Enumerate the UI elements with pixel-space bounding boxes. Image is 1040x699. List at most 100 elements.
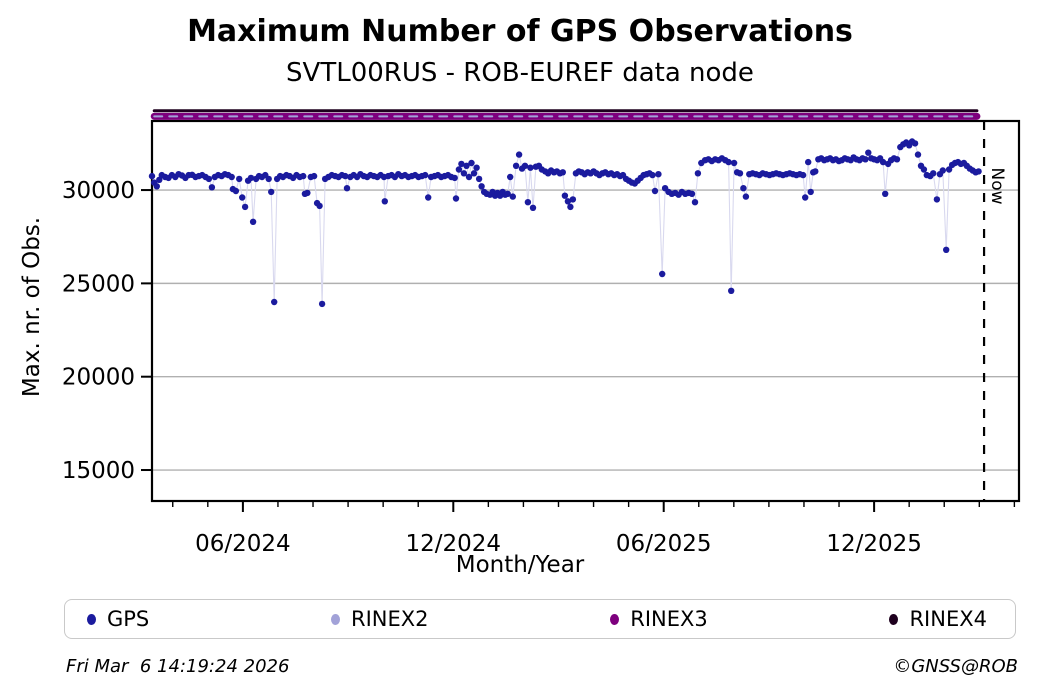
data-point <box>812 168 819 175</box>
data-point <box>452 195 460 202</box>
data-point <box>468 159 475 167</box>
series-points-gps <box>148 138 982 308</box>
data-point <box>742 193 750 200</box>
data-point <box>882 190 889 197</box>
data-point <box>241 203 249 211</box>
data-point <box>728 287 735 294</box>
data-point <box>228 173 235 181</box>
data-point <box>148 172 156 180</box>
data-point <box>381 198 388 205</box>
data-point <box>527 164 534 171</box>
legend-marker-rinex2 <box>331 613 340 625</box>
now-label: Now <box>987 167 1007 204</box>
data-point <box>271 298 278 306</box>
data-point <box>914 151 922 158</box>
legend-item-rinex2: RINEX2 <box>331 607 429 631</box>
x-tick-label: 06/2025 <box>616 531 712 557</box>
data-point <box>691 199 699 206</box>
data-point <box>342 172 349 180</box>
data-point <box>268 188 275 196</box>
data-point <box>153 183 160 190</box>
data-point <box>507 173 514 181</box>
data-point <box>304 189 311 197</box>
data-point <box>236 175 243 183</box>
chart-title: Maximum Number of GPS Observations <box>187 14 853 49</box>
data-point <box>208 184 216 191</box>
data-point <box>688 190 696 197</box>
legend-marker-rinex4 <box>889 613 899 625</box>
data-point <box>247 174 255 182</box>
x-tick-label: 12/2024 <box>406 531 502 557</box>
legend-marker-gps <box>87 613 96 625</box>
data-point <box>567 203 574 211</box>
data-point <box>455 166 463 173</box>
data-point <box>310 172 318 180</box>
data-point <box>470 170 478 177</box>
data-point <box>521 162 529 169</box>
y-tick-label: 25000 <box>62 271 135 297</box>
data-point <box>725 158 732 166</box>
x-tick-label: 06/2024 <box>195 531 291 557</box>
legend-item-gps: GPS <box>87 607 149 631</box>
legend-label: RINEX2 <box>351 607 429 631</box>
data-point <box>232 187 240 195</box>
data-point <box>422 171 429 179</box>
data-point <box>509 193 516 200</box>
data-point <box>943 246 950 253</box>
data-point <box>564 198 572 205</box>
data-point <box>465 173 473 181</box>
data-point <box>559 169 566 176</box>
data-point <box>504 190 511 197</box>
data-point <box>249 218 257 225</box>
data-point <box>318 300 326 308</box>
data-point <box>807 188 814 196</box>
data-point <box>561 192 569 199</box>
data-point <box>975 168 982 175</box>
x-axis-label: Month/Year <box>455 552 585 578</box>
data-point <box>512 162 520 169</box>
chart-subtitle: SVTL00RUS - ROB-EUREF data node <box>286 58 754 88</box>
credit: ©GNSS@ROB <box>893 656 1018 677</box>
legend-item-rinex3: RINEX3 <box>610 607 708 631</box>
data-point <box>463 162 470 169</box>
y-tick-label: 20000 <box>62 365 135 391</box>
data-point <box>802 194 809 201</box>
data-point <box>659 270 666 278</box>
legend-label: RINEX3 <box>630 607 708 631</box>
data-point <box>569 196 577 203</box>
data-point <box>945 166 953 173</box>
data-point <box>694 170 702 177</box>
data-point <box>920 166 928 173</box>
data-point <box>478 183 485 190</box>
data-point <box>300 172 307 180</box>
timestamp: Fri Mar 6 14:19:24 2026 <box>66 656 290 677</box>
data-point <box>933 196 941 203</box>
data-point <box>730 159 738 167</box>
data-point <box>865 149 872 156</box>
data-point <box>649 171 656 179</box>
data-point <box>316 202 323 210</box>
data-point <box>239 194 246 201</box>
y-tick-label: 30000 <box>62 178 135 204</box>
data-point <box>460 170 468 177</box>
data-point <box>930 170 937 177</box>
data-point <box>879 158 887 166</box>
data-point <box>265 175 272 183</box>
data-point <box>893 156 901 163</box>
data-point <box>156 176 163 183</box>
data-point <box>651 187 659 195</box>
legend: GPS RINEX2 RINEX3 RINEX4 <box>64 599 1016 639</box>
y-tick-label: 15000 <box>62 458 135 484</box>
data-point <box>805 158 812 166</box>
data-point <box>799 171 807 179</box>
data-point <box>451 174 458 182</box>
data-point <box>425 194 432 201</box>
legend-item-rinex4: RINEX4 <box>889 607 987 631</box>
data-point <box>939 167 946 174</box>
data-point <box>862 156 869 163</box>
legend-marker-rinex3 <box>610 613 620 625</box>
data-point <box>475 175 483 183</box>
data-point <box>911 140 919 147</box>
